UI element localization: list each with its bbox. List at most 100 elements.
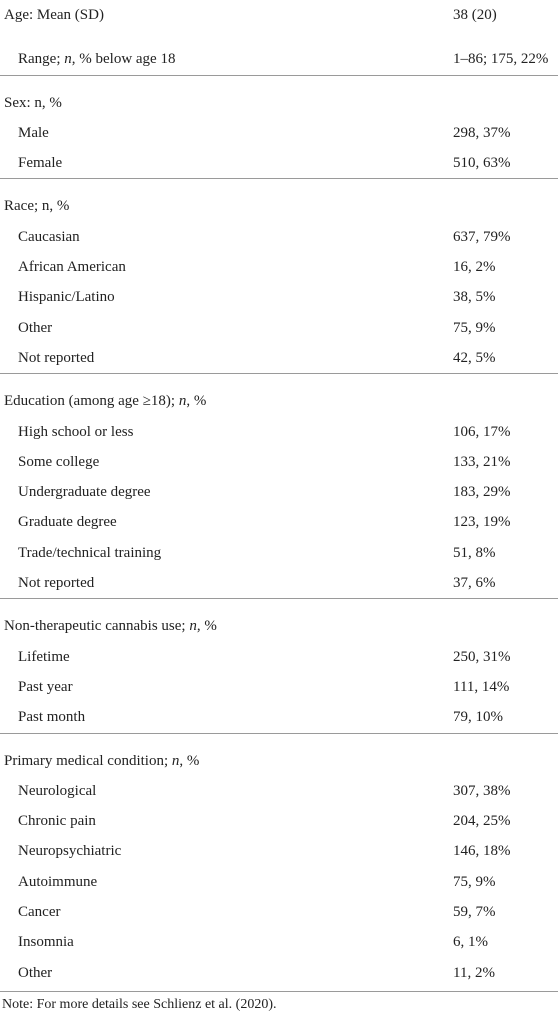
table-section: Primary medical condition; n, % Neurologi… [0,732,558,988]
label-text: Education (among age ≥18); [4,393,179,410]
label-text: Age: Mean (SD) [4,7,104,23]
row-label: Caucasian [18,222,80,252]
label-text: n [178,393,187,410]
row-label: Age: Mean (SD) [4,0,104,30]
table-row: Past year 111, 14% [0,672,558,702]
row-label: Not reported [18,568,94,598]
row-label: Education (among age ≥18); n, % [4,386,206,416]
table-section: Age: Mean (SD) 38 (20) Range; n, % below a… [0,0,558,75]
table-section: Race; n, % Caucasian 637, 79% African Ameri… [0,178,558,373]
table-row: Insomnia 6, 1% [0,927,558,957]
row-label: Neurological [18,776,96,806]
label-text: Graduate degree [18,514,117,531]
row-label: Female [18,148,62,178]
row-label: Sex: n, % [4,88,62,118]
row-value: 38, 5% [453,289,496,306]
row-value: 123, 19% [453,514,511,531]
label-text: n [171,752,180,769]
table-row: Past month 79, 10% [0,702,558,732]
row-value: 59, 7% [453,904,496,921]
label-text: Undergraduate degree [18,484,151,501]
label-text: Sex: n, % [4,94,62,111]
row-value: 42, 5% [453,349,496,366]
row-value: 106, 17% [453,423,511,440]
table-row: Other 75, 9% [0,313,558,343]
row-value: 111, 14% [453,678,510,695]
label-text: Not reported [18,575,95,592]
row-label: Cancer [18,897,60,927]
row-value: 204, 25% [453,813,511,830]
table-section: Sex: n, % Male 298, 37% Female 510, 63% [0,74,558,179]
label-text: Female [18,155,63,172]
label-text: n [189,618,197,635]
row-value: 79, 10% [453,709,503,726]
label-text: Past month [18,709,86,726]
label-text: High school or less [18,423,134,440]
table-row: Sex: n, % [0,88,558,118]
table-row: Cancer 59, 7% [0,897,558,927]
label-text: Other [18,964,53,981]
row-label: Not reported [18,343,94,373]
table-section: Non-therapeutic cannabis use; n, % Lifeti… [0,598,558,732]
table-row: Not reported 37, 6% [0,568,558,598]
label-text: Range; [18,51,65,68]
table-row: Neurological 307, 38% [0,776,558,806]
label-text: Other [18,319,53,336]
row-label: Male [18,118,49,148]
label-text: , % [196,618,217,635]
row-label: Race; n, % [4,191,69,221]
table-note: Note: For more details see Schlienz et a… [2,996,277,1012]
row-value: 51, 8% [453,544,496,561]
row-label: High school or less [18,417,133,447]
table-row: Some college 133, 21% [0,447,558,477]
row-value: 75, 9% [453,319,496,336]
table-row: Race; n, % [0,191,558,221]
row-value: 37, 6% [453,575,496,592]
label-text: Not reported [18,349,95,366]
label-text: Some college [18,453,100,470]
row-value: 1–86; 175, 22% [453,51,549,68]
row-label: African American [18,252,126,282]
row-label: Hispanic/Latino [18,282,115,312]
row-label: Autoimmune [18,867,97,897]
row-value: 250, 31% [453,648,511,665]
table-row: Female 510, 63% [0,148,558,178]
label-text: Race; n, % [4,198,70,215]
table-row: Autoimmune 75, 9% [0,867,558,897]
row-value: 75, 9% [453,873,496,890]
row-value: 146, 18% [453,843,511,860]
row-value: 298, 37% [453,124,511,141]
label-text: Primary medical condition; [4,752,172,769]
row-label: Other [18,958,52,988]
label-text: Cancer [18,904,61,921]
table-row: Caucasian 637, 79% [0,222,558,252]
row-value: 16, 2% [453,259,496,276]
table-row: Undergraduate degree 183, 29% [0,477,558,507]
row-value: 183, 29% [453,484,511,501]
table-row: Age: Mean (SD) 38 (20) [0,0,558,30]
row-value: 11, 2% [453,964,495,981]
table: Age: Mean (SD) 38 (20) Range; n, % below a… [0,0,558,988]
label-text: Caucasian [18,228,80,245]
row-value: 38 (20) [453,7,497,23]
table-row: Education (among age ≥18); n, % [0,386,558,416]
table-row: Trade/technical training 51, 8% [0,538,558,568]
row-label: Other [18,313,52,343]
label-text: n [64,51,72,68]
row-label: Graduate degree [18,507,117,537]
row-value: 6, 1% [453,934,488,951]
row-value: 133, 21% [453,453,511,470]
table-row: Non-therapeutic cannabis use; n, % [0,611,558,641]
table-row: Graduate degree 123, 19% [0,507,558,537]
label-text: Neuropsychiatric [18,843,122,860]
label-text: Insomnia [18,934,74,951]
table-row: Chronic pain 204, 25% [0,806,558,836]
label-text: Chronic pain [18,813,96,830]
table-row: Range; n, % below age 18 1–86; 175, 22% [0,44,558,74]
label-text: Hispanic/Latino [18,289,115,306]
row-value: 637, 79% [453,228,511,245]
table-section: Education (among age ≥18); n, % High scho… [0,373,558,598]
table-row: Not reported 42, 5% [0,343,558,373]
table-row: African American 16, 2% [0,252,558,282]
